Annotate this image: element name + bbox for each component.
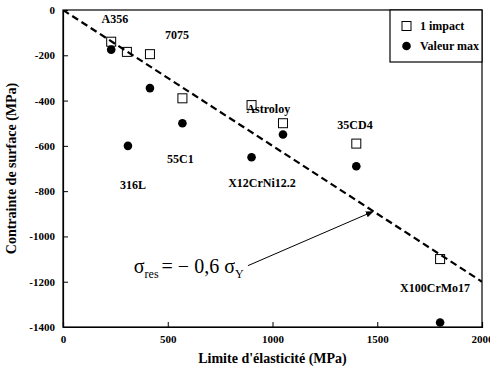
tick: -400 (35, 95, 68, 107)
tick-mark (63, 327, 68, 328)
y-axis: -1400 -1200 -1000 -800 -600 -400 -200 0 (29, 4, 68, 333)
tick-mark (63, 101, 68, 102)
tick: 1000 (262, 322, 285, 345)
tick-label: -1400 (29, 321, 55, 333)
legend: 1 impact Valeur max (390, 10, 482, 62)
x-axis: 0 500 1000 1500 2000 (61, 322, 490, 345)
plot-frame (63, 10, 482, 327)
tick-label: 1500 (367, 333, 390, 345)
tick: -800 (35, 185, 68, 197)
tick-mark (63, 236, 68, 237)
point (178, 94, 187, 103)
point (352, 139, 361, 148)
point (352, 162, 361, 171)
y-axis-title: Contrainte de surface (MPa) (4, 82, 20, 254)
point (178, 119, 187, 128)
tick-label: 2000 (472, 333, 490, 345)
point (107, 45, 116, 54)
point-label: A356 (102, 12, 129, 26)
tick: -1400 (29, 321, 68, 333)
tick-label: -800 (35, 185, 56, 197)
tick: 500 (160, 322, 177, 345)
tick: -600 (35, 140, 68, 152)
tick-mark (63, 282, 68, 283)
legend-marker (402, 22, 411, 31)
point-label: X12CrNi12.2 (228, 176, 296, 190)
legend-label: 1 impact (420, 19, 464, 33)
tick-label: -1000 (29, 230, 55, 242)
point (247, 153, 256, 162)
tick: 1500 (367, 322, 390, 345)
tick-label: 0 (61, 333, 67, 345)
point (279, 130, 288, 139)
axis-line (64, 322, 483, 328)
tick-label: 1000 (262, 333, 285, 345)
tick-label: -600 (35, 140, 56, 152)
marks (63, 10, 482, 327)
legend-label: Valeur max (420, 39, 479, 53)
point-label: X100CrMo17 (400, 281, 470, 295)
reference-line (63, 10, 482, 282)
plot: 0500100015002000-1400-1200-1000-800-600-… (29, 4, 490, 345)
tick: -1200 (29, 276, 68, 288)
formula-subscript: res (145, 267, 159, 281)
tick-mark (63, 55, 68, 56)
axis-line (64, 11, 69, 328)
x-axis-title: Limite d'élasticité (MPa) (198, 351, 347, 367)
chart: 0500100015002000-1400-1200-1000-800-600-… (0, 0, 490, 369)
tick-label: -200 (35, 49, 56, 61)
tick-label: -400 (35, 95, 56, 107)
tick: -200 (35, 49, 68, 61)
tick-mark (377, 322, 378, 327)
point-label: Astroloy (246, 102, 290, 116)
tick: -1000 (29, 230, 68, 242)
tick-mark (273, 322, 274, 327)
tick-mark (63, 146, 68, 147)
point-label: 55C1 (167, 152, 194, 166)
tick-mark (63, 191, 68, 192)
point-label: 316L (120, 178, 146, 192)
point (278, 119, 287, 128)
legend-marker (402, 42, 411, 51)
legend-box (390, 10, 482, 62)
arrow (248, 212, 373, 266)
tick-mark (168, 322, 169, 327)
point (436, 318, 445, 327)
formula: σres= − 0,6 σY (134, 255, 244, 281)
tick-mark (482, 322, 483, 327)
point (146, 84, 155, 93)
point-label: 7075 (165, 28, 189, 42)
tick-label: 500 (160, 333, 177, 345)
point (145, 50, 154, 59)
formula-part: = − 0,6 σ (162, 255, 236, 277)
formula-part: σ (134, 255, 145, 277)
tick: 2000 (472, 322, 490, 345)
tick: 0 (50, 4, 69, 16)
point (124, 142, 133, 151)
point-label: 35CD4 (337, 118, 372, 132)
formula-subscript: Y (235, 267, 244, 281)
tick-label: 0 (50, 4, 56, 16)
tick-label: -1200 (29, 276, 55, 288)
